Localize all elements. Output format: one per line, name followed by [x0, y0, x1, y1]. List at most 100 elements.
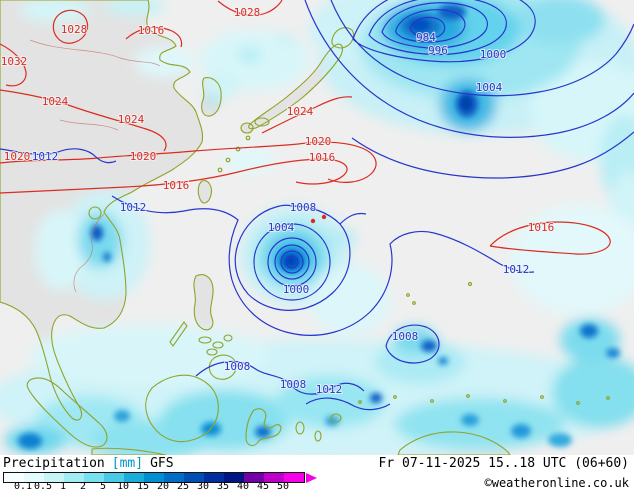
scale-value: 20	[156, 481, 170, 490]
contour-label: 1016	[528, 221, 555, 234]
island-dot	[412, 301, 416, 305]
scale-segment	[164, 473, 184, 482]
precip-patch	[275, 376, 385, 428]
precip-patch	[204, 71, 240, 99]
contour-label: 1024	[42, 95, 69, 108]
contour-label: 1008	[290, 201, 317, 214]
blue-isobars	[0, 0, 634, 411]
contour-label: 1008	[280, 378, 307, 391]
island-dot	[466, 394, 470, 398]
precip-core	[606, 348, 620, 358]
scale-value: 30	[196, 481, 210, 490]
contour-label: 1032	[1, 55, 28, 68]
blue-isobar-line	[253, 223, 331, 301]
contour-label: 1024	[287, 105, 314, 118]
contour-label: 1028	[61, 23, 88, 36]
precip-patch	[135, 46, 195, 78]
scale-segment	[284, 473, 304, 482]
blue-isobar-line	[381, 2, 488, 49]
precip-patch	[395, 398, 565, 450]
contour-label: 1012	[503, 263, 530, 276]
scale-segment	[44, 473, 64, 482]
border-line	[73, 213, 105, 293]
island-dot	[358, 400, 362, 404]
scale-labels: 0.1 0.5 1 2 5 10 15 20 25 30 35 40 45 50	[3, 481, 333, 490]
precip-patch	[275, 33, 295, 47]
blue-isobar-line	[339, 212, 367, 225]
scale-value: 0.1	[13, 481, 33, 490]
precip-patch	[30, 325, 270, 385]
contour-label: 1012	[32, 150, 59, 163]
scale-value: 50	[276, 481, 290, 490]
precip-patch	[205, 95, 219, 105]
precip-patch	[35, 210, 85, 290]
blue-isobar-line	[267, 237, 317, 287]
contour-label: 996	[428, 44, 448, 57]
red-isobar-line	[489, 221, 611, 255]
precip-core	[421, 340, 437, 352]
contour-label: 984	[416, 31, 436, 44]
small-islands	[217, 135, 610, 405]
precip-core	[580, 324, 598, 338]
contour-label: 1008	[392, 330, 419, 343]
island-dot	[576, 401, 580, 405]
scale-segment	[144, 473, 164, 482]
blue-isobar-line	[368, 0, 507, 56]
red-isobar-line	[0, 89, 167, 152]
scale-value: 1	[59, 481, 67, 490]
island-dot	[393, 395, 397, 399]
scale-segment	[184, 473, 204, 482]
blue-isobar-line	[285, 255, 299, 269]
contour-label: 1000	[283, 283, 310, 296]
precip-patch	[560, 318, 620, 362]
blue-isobar-line	[305, 397, 391, 411]
scale-segment	[64, 473, 84, 482]
scale-value: 10	[116, 481, 130, 490]
scale-value: 35	[216, 481, 230, 490]
scale-value: 45	[256, 481, 270, 490]
scale-segment	[224, 473, 244, 482]
precip-patch	[160, 390, 290, 450]
contour-label: 1016	[163, 179, 190, 192]
precip-core	[286, 257, 296, 265]
precip-core	[548, 433, 572, 447]
precip-core	[370, 393, 382, 403]
precip-patch	[20, 0, 90, 22]
precip-patch	[105, 0, 165, 16]
legend-unit: [mm]	[111, 456, 144, 471]
island-dot	[235, 146, 241, 152]
storm-symbol	[310, 214, 327, 224]
precip-core	[461, 414, 479, 426]
contour-label: 1004	[476, 81, 503, 94]
border-line	[59, 119, 119, 131]
scale-segment	[264, 473, 284, 482]
color-scale	[3, 472, 317, 483]
border-line	[29, 39, 161, 67]
valid-datetime: Fr 07-11-2025 15..18 UTC (06+60)	[378, 456, 629, 471]
scale-segment	[84, 473, 104, 482]
blue-isobar-line	[352, 0, 536, 63]
color-scale-bar	[3, 472, 305, 483]
blue-isobar-line	[395, 9, 466, 43]
precip-patch	[78, 212, 122, 268]
red-isobar-line	[261, 96, 353, 134]
scale-segment	[4, 473, 24, 482]
precip-core	[18, 433, 42, 449]
precip-core	[91, 225, 103, 241]
island-dot	[245, 135, 251, 141]
contour-label: 1020	[130, 150, 157, 163]
red-isobar-line	[0, 43, 27, 87]
blue-isobar-line	[274, 244, 310, 280]
red-isobar-line	[52, 9, 89, 44]
blue-isobar-line	[409, 16, 446, 40]
scale-segment	[24, 473, 44, 482]
blue-isobar-line	[0, 148, 117, 164]
scale-segment	[104, 473, 124, 482]
red-isobar-line	[0, 158, 348, 194]
precip-core	[103, 252, 111, 262]
blue-isobar-line	[385, 324, 440, 364]
island-dot	[503, 399, 507, 403]
precip-core	[460, 96, 472, 110]
contour-label: 1016	[138, 24, 165, 37]
scale-value: 40	[236, 481, 250, 490]
